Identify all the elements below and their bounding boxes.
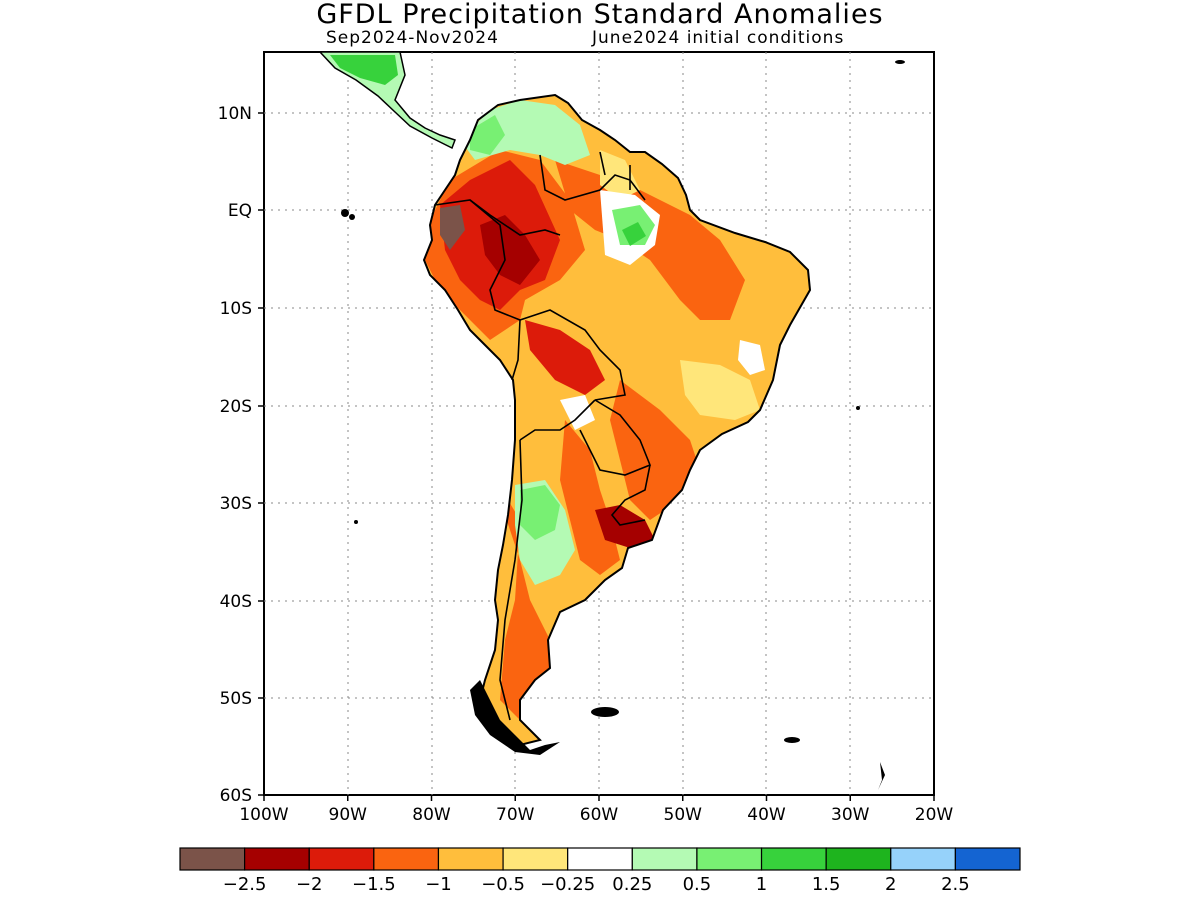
region-central-argentina-wet: [520, 485, 560, 540]
colorbar-swatch: [567, 847, 633, 871]
lat-label: 60S: [220, 786, 252, 806]
colorbar-swatch: [825, 847, 892, 871]
islands: [341, 60, 905, 790]
map-title: GFDL Precipitation Standard Anomalies: [316, 0, 884, 30]
colorbar-label: 2: [885, 874, 896, 895]
subtitle-period: Sep2024-Nov2024: [326, 28, 499, 48]
region-paraguay-neutral: [560, 395, 595, 430]
colorbar-label: 1.5: [812, 874, 841, 895]
lat-label: 10N: [218, 104, 252, 124]
colorbar-label: 0.25: [612, 874, 652, 895]
coastline: [422, 93, 812, 747]
colorbar-swatch: [954, 847, 1021, 871]
lat-label: 40S: [220, 592, 252, 612]
colorbar-label: −1.5: [352, 874, 396, 895]
region-patagonia-dry: [490, 470, 555, 720]
lat-label: 30S: [220, 494, 252, 514]
colorbar-label: 1: [756, 874, 767, 895]
latitude-axis: 10N EQ 10S 20S 30S 40S 50S 60S: [218, 104, 264, 806]
central-america-land: [318, 51, 456, 150]
lon-label: 80W: [412, 805, 451, 825]
colorbar: −2.5 −2 −1.5 −1 −0.5 −0.25 0.25 0.5 1 1.5 2 2.5: [179, 847, 1021, 895]
central-america-wet: [330, 55, 398, 85]
colorbar-swatch: [631, 847, 698, 871]
lat-label: 50S: [220, 689, 252, 709]
central-america: [318, 51, 456, 150]
country-borders: [434, 151, 652, 721]
colorbar-swatch: [308, 847, 375, 871]
lat-label: 20S: [220, 397, 252, 417]
region-ecuador-dry-core: [440, 205, 465, 250]
region-bolivia-dry: [525, 320, 605, 395]
lon-label: 40W: [747, 805, 786, 825]
region-south-brazil-dry: [610, 380, 700, 520]
subtitle-init: June2024 initial conditions: [592, 28, 845, 48]
colorbar-label: 0.5: [683, 874, 712, 895]
colorbar-label: −2.5: [223, 874, 267, 895]
colorbar-swatch: [244, 847, 310, 871]
lon-label: 20W: [915, 805, 954, 825]
colorbar-swatch: [179, 847, 246, 871]
region-rio-de-la-plata-dry: [595, 505, 655, 548]
lon-label: 70W: [496, 805, 535, 825]
lat-label: 10S: [220, 299, 252, 319]
colorbar-label: −1: [425, 874, 452, 895]
colorbar-label: 2.5: [941, 874, 970, 895]
lon-label: 60W: [580, 805, 619, 825]
colorbar-swatch: [696, 847, 763, 871]
colorbar-label: −2: [296, 874, 323, 895]
colorbar-label: −0.25: [540, 874, 595, 895]
lon-label: 100W: [239, 805, 288, 825]
longitude-axis: 100W 90W 80W 70W 60W 50W 40W 30W 20W: [239, 795, 953, 825]
lon-label: 30W: [831, 805, 870, 825]
colorbar-label: −0.5: [481, 874, 525, 895]
colorbar-swatch: [502, 847, 569, 871]
colorbar-swatch: [373, 847, 440, 871]
colorbar-swatch: [437, 847, 504, 871]
lat-label: EQ: [228, 201, 252, 221]
lon-label: 90W: [329, 805, 368, 825]
colorbar-swatch: [760, 847, 827, 871]
region-southeast-brazil-light-dry: [680, 360, 760, 420]
colorbar-swatch: [890, 847, 956, 871]
region-east-brazil-neutral: [738, 340, 765, 375]
region-colombia-wet: [470, 115, 505, 155]
region-guiana-wet-core: [622, 222, 646, 246]
region-amazon-core-dry: [480, 215, 540, 285]
lon-label: 50W: [664, 805, 703, 825]
